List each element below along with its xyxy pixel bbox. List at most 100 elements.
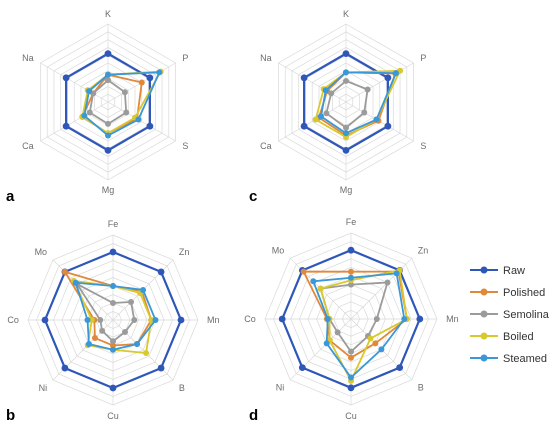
series-point-steamed xyxy=(343,130,349,137)
series-point-steamed xyxy=(348,274,354,281)
series-point-polished xyxy=(372,340,379,347)
series-point-steamed xyxy=(105,71,111,78)
axis-label: S xyxy=(182,141,188,151)
series-point-steamed xyxy=(401,316,408,322)
series-point-raw xyxy=(109,248,117,256)
series-point-semolina xyxy=(334,329,341,336)
radar-chart-d: Fe Zn Mn B Cu Ni Co Mo xyxy=(244,217,458,421)
series-point-raw xyxy=(300,74,308,82)
series-point-semolina xyxy=(110,338,116,345)
series-point-raw xyxy=(396,364,404,372)
axis-label: Fe xyxy=(108,219,119,229)
series-point-steamed xyxy=(324,316,331,322)
legend-swatch-marker xyxy=(480,310,488,318)
axis-label: Mg xyxy=(102,185,115,195)
series-point-semolina xyxy=(131,317,138,323)
series-point-semolina xyxy=(105,77,111,84)
series-point-semolina xyxy=(361,109,368,116)
series-point-semolina xyxy=(364,86,371,93)
radar-chart-c: K P S Mg Ca Na xyxy=(260,9,426,195)
series-point-steamed xyxy=(105,132,111,139)
series-point-semolina xyxy=(348,348,354,355)
series-point-steamed xyxy=(85,341,92,348)
series-point-polished xyxy=(61,268,68,275)
axis-label: Cu xyxy=(107,411,119,421)
series-point-raw xyxy=(347,384,355,392)
series-point-semolina xyxy=(384,279,391,286)
series-point-raw xyxy=(298,364,306,372)
series-point-steamed xyxy=(373,116,380,123)
series-point-steamed xyxy=(343,69,349,76)
axis-label: Ni xyxy=(276,383,285,393)
axis-label: Mg xyxy=(340,185,353,195)
series-point-semolina xyxy=(373,316,380,322)
series-point-steamed xyxy=(322,87,329,94)
legend-swatch-marker xyxy=(480,266,488,274)
series-point-semolina xyxy=(343,77,349,84)
series-point-steamed xyxy=(152,317,159,323)
series-point-semolina xyxy=(348,281,354,288)
axis-label: Zn xyxy=(418,245,429,255)
axis-label: B xyxy=(418,383,424,393)
axis-label: K xyxy=(343,9,349,19)
series-point-boiled xyxy=(143,350,150,357)
series-point-semolina xyxy=(128,298,135,305)
series-point-steamed xyxy=(84,317,91,323)
series-point-raw xyxy=(146,74,154,82)
series-point-raw xyxy=(157,268,165,276)
series-point-raw xyxy=(416,315,424,323)
series-point-raw xyxy=(41,316,49,324)
panel-label-a: a xyxy=(6,188,15,205)
series-point-semolina xyxy=(323,110,330,117)
axis-label: Fe xyxy=(346,217,357,227)
series-point-raw xyxy=(177,316,185,324)
axis-label: Co xyxy=(244,314,256,324)
series-point-semolina xyxy=(97,317,104,323)
series-point-raw xyxy=(347,246,355,254)
series-point-polished xyxy=(110,342,116,349)
panel-label-b: b xyxy=(6,407,15,424)
series-point-steamed xyxy=(86,88,93,95)
legend-label: Semolina xyxy=(503,309,550,321)
series-point-steamed xyxy=(156,69,163,76)
axis-label: Ni xyxy=(39,383,48,393)
series-point-raw xyxy=(342,50,350,58)
axis-label: P xyxy=(420,53,426,63)
series-point-raw xyxy=(109,384,117,392)
series-point-raw xyxy=(384,74,392,82)
series-point-steamed xyxy=(392,70,399,77)
series-point-semolina xyxy=(110,300,116,306)
series-point-boiled xyxy=(88,317,95,323)
panel-label-c: c xyxy=(249,188,257,205)
radar-chart-b: Fe Zn Mn B Cu Ni Co Mo xyxy=(7,219,219,421)
axis-label: Mn xyxy=(207,315,220,325)
axis-label: Cu xyxy=(345,411,357,421)
legend-label: Polished xyxy=(503,287,545,299)
series-point-polished xyxy=(348,268,354,275)
series-point-steamed xyxy=(81,112,88,119)
series-point-raw xyxy=(61,364,69,372)
series-point-raw xyxy=(104,50,112,58)
axis-label: Mn xyxy=(446,314,459,324)
series-point-steamed xyxy=(110,283,116,289)
axis-label: Mo xyxy=(272,245,285,255)
axis-label: Co xyxy=(7,315,19,325)
legend: Raw Polished Semolina Boiled Steamed xyxy=(470,265,550,365)
series-point-raw xyxy=(157,364,165,372)
series-point-semolina xyxy=(86,109,93,116)
grid-spoke xyxy=(278,62,347,103)
series-point-semolina xyxy=(123,109,130,116)
series-point-semolina xyxy=(122,329,129,336)
series-point-steamed xyxy=(135,116,142,123)
legend-swatch-marker xyxy=(480,354,488,362)
axis-label: B xyxy=(179,383,185,393)
series-point-semolina xyxy=(105,120,111,127)
series-point-polished xyxy=(138,79,145,86)
series-point-raw xyxy=(104,146,112,154)
series-point-polished xyxy=(300,268,307,275)
panel-label-d: d xyxy=(249,407,258,424)
legend-label: Steamed xyxy=(503,353,547,365)
axis-label: Na xyxy=(22,53,34,63)
series-point-steamed xyxy=(378,346,385,353)
axis-label: Ca xyxy=(260,141,272,151)
